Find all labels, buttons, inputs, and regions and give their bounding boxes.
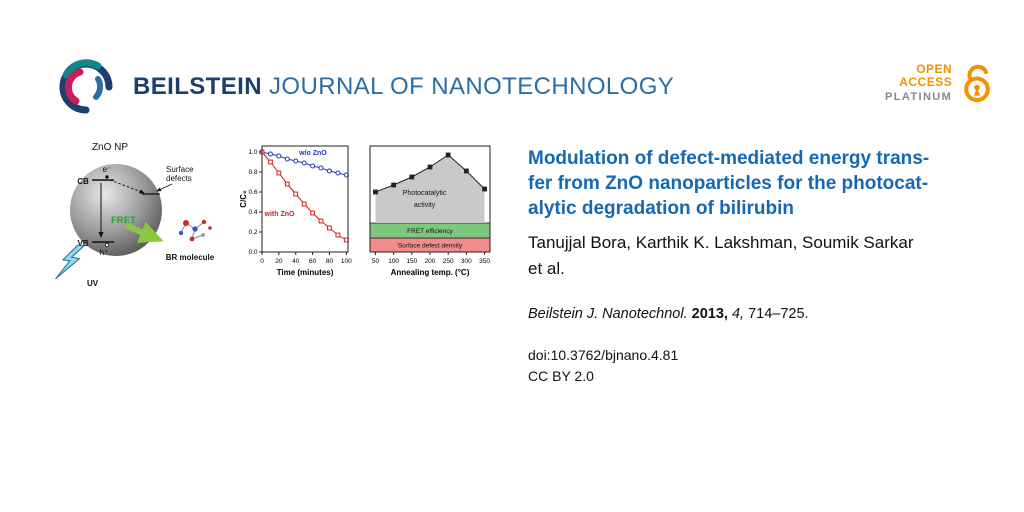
svg-text:Photocatalytic: Photocatalytic [403, 190, 447, 197]
title-line-2: fer from ZnO nanoparticles for the photo… [528, 173, 929, 194]
np-label: ZnO NP [92, 142, 128, 153]
svg-text:Time (minutes): Time (minutes) [277, 268, 334, 277]
svg-text:20: 20 [275, 258, 283, 265]
annealing-chart: Surface defect density FRET efficiency 50 1… [369, 145, 491, 277]
doi-text: doi:10.3762/bjnano.4.81 [528, 347, 679, 363]
svg-text:C/C₀: C/C₀ [239, 190, 248, 208]
open-access-badge: OPEN ACCESS PLATINUM [885, 60, 995, 106]
svg-text:50: 50 [372, 258, 380, 265]
open-access-icon [964, 64, 991, 103]
hole-label: h⁺ [100, 248, 109, 257]
svg-text:activity: activity [414, 202, 436, 209]
svg-text:Surface defect density: Surface defect density [398, 242, 463, 249]
citation-pages: 714–725. [748, 306, 809, 322]
authors-line-1: Tanujjal Bora, Karthik K. Lakshman, Soum… [528, 233, 914, 252]
journal-wordmark: BEILSTEIN JOURNAL OF NANOTECHNOLOGY [133, 73, 674, 101]
br-molecule-graphic [178, 219, 212, 242]
citation-journal: Beilstein J. Nanotechnol. [528, 306, 688, 322]
uv-bolt-icon [55, 244, 85, 280]
beilstein-logo [59, 59, 113, 114]
svg-text:40: 40 [292, 258, 300, 265]
platinum-label: PLATINUM [885, 90, 953, 103]
title-line-1: Modulation of defect-mediated energy tra… [528, 148, 930, 169]
surface-defects-label-2: defects [166, 174, 192, 183]
svg-text:FRET efficiency: FRET efficiency [407, 228, 453, 235]
fret-label: FRET [111, 215, 136, 226]
open-label: OPEN [916, 61, 953, 76]
article-title: Modulation of defect-mediated energy tra… [528, 146, 980, 221]
svg-text:200: 200 [425, 258, 436, 265]
citation-volume: 4, [731, 306, 745, 322]
svg-text:250: 250 [443, 258, 454, 265]
citation-year: 2013, [691, 306, 728, 322]
svg-text:0.6: 0.6 [248, 189, 257, 196]
citation: Beilstein J. Nanotechnol. 2013, 4, 714–7… [528, 306, 980, 322]
svg-text:60: 60 [309, 258, 317, 265]
svg-text:0.0: 0.0 [248, 249, 257, 256]
electron-label: e⁻ [103, 165, 112, 174]
svg-text:with ZnO: with ZnO [264, 211, 295, 218]
title-line-3: alytic degradation of bilirubin [528, 198, 795, 219]
zno-np-schematic: ZnO NP CB VB e⁻ h⁺ Surface defects FRET [55, 142, 215, 288]
fret-arrow [124, 221, 164, 243]
svg-text:1.0: 1.0 [248, 149, 257, 156]
brand-name: BEILSTEIN [133, 73, 262, 100]
svg-text:300: 300 [461, 258, 472, 265]
svg-text:150: 150 [406, 258, 417, 265]
svg-text:100: 100 [341, 258, 352, 265]
svg-text:80: 80 [326, 258, 334, 265]
cb-label: CB [77, 177, 89, 186]
svg-text:350: 350 [479, 258, 490, 265]
svg-text:100: 100 [388, 258, 399, 265]
svg-text:0.8: 0.8 [248, 169, 257, 176]
svg-text:0.2: 0.2 [248, 229, 257, 236]
kinetics-chart: 0 20 40 60 80 100 0.0 0.2 0.4 0.6 0.8 1.0 Time (minu… [239, 145, 352, 277]
journal-name: JOURNAL OF NANOTECHNOLOGY [261, 73, 675, 100]
license-text: CC BY 2.0 [528, 368, 594, 384]
author-list: Tanujjal Bora, Karthik K. Lakshman, Soum… [528, 230, 980, 282]
vb-label: VB [77, 239, 88, 248]
svg-text:0.4: 0.4 [248, 209, 257, 216]
br-molecule-label: BR molecule [166, 253, 215, 262]
svg-text:Annealing temp. (°C): Annealing temp. (°C) [391, 268, 470, 277]
authors-line-2: et al. [528, 259, 565, 278]
access-label: ACCESS [899, 74, 953, 89]
uv-label: UV [87, 279, 99, 288]
article-info: Modulation of defect-mediated energy tra… [528, 146, 980, 384]
svg-text:0: 0 [260, 258, 264, 265]
svg-text:w/o ZnO: w/o ZnO [298, 150, 327, 157]
surface-defects-label-1: Surface [166, 165, 194, 174]
